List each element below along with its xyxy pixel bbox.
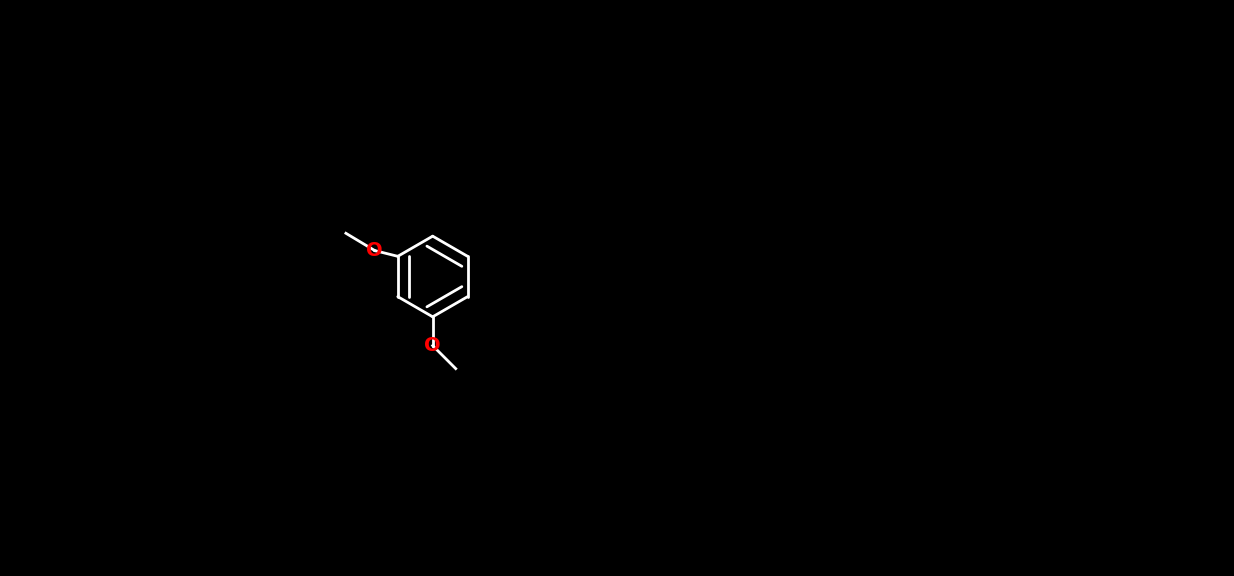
Text: O: O	[366, 241, 383, 260]
Text: O: O	[424, 336, 441, 355]
